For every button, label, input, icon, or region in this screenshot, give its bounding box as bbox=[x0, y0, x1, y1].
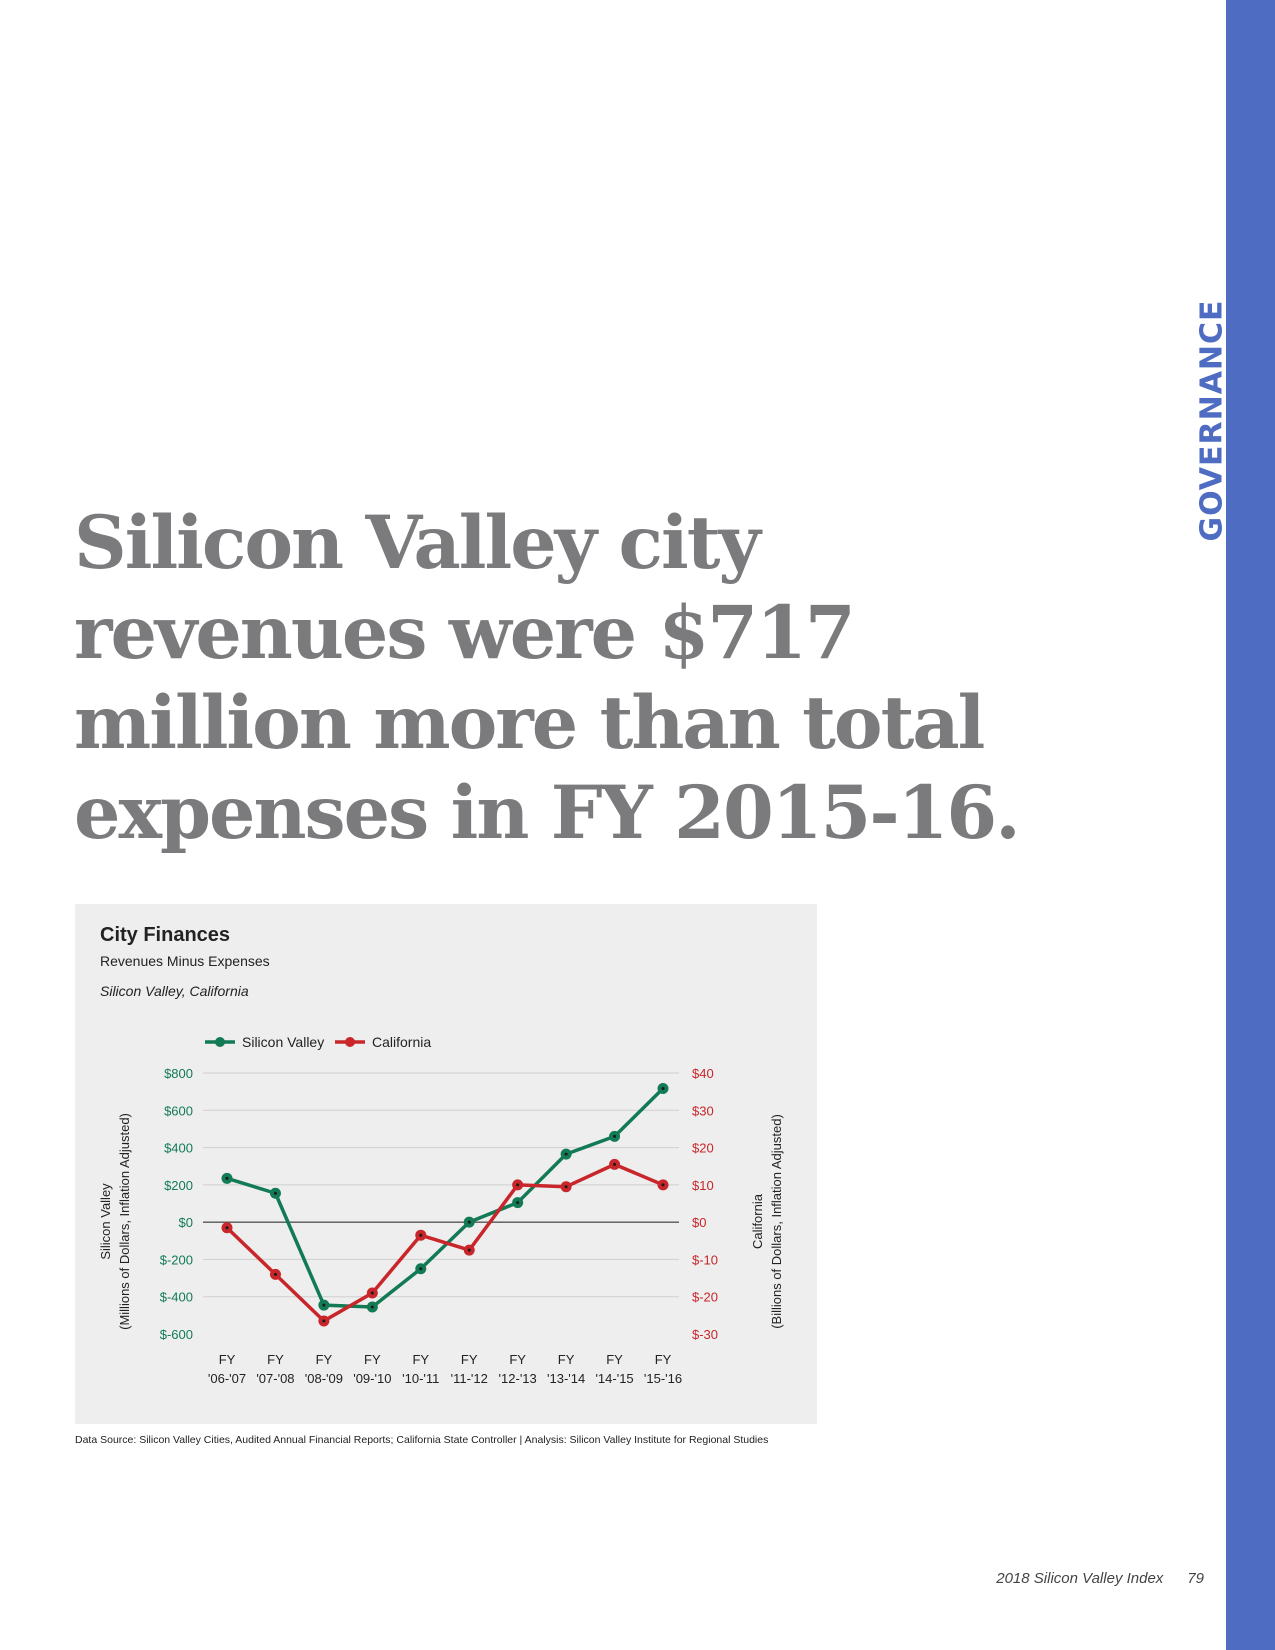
left-tick-label: $800 bbox=[164, 1066, 193, 1081]
left-axis-title: Silicon Valley (Millions of Dollars, Infl… bbox=[98, 1113, 132, 1330]
left-tick-label: $-400 bbox=[160, 1290, 193, 1305]
right-tick-label: $-30 bbox=[692, 1327, 718, 1342]
series-line bbox=[226, 1087, 665, 1309]
data-point-center bbox=[370, 1305, 374, 1309]
x-tick-label: FY bbox=[364, 1352, 381, 1367]
data-point-center bbox=[273, 1272, 277, 1276]
legend-swatch-dot bbox=[215, 1037, 225, 1047]
data-point-center bbox=[273, 1191, 277, 1195]
data-point-center bbox=[564, 1185, 568, 1189]
left-tick-label: $200 bbox=[164, 1178, 193, 1193]
right-tick-label: $30 bbox=[692, 1103, 714, 1118]
data-point-center bbox=[419, 1233, 423, 1237]
legend-label: California bbox=[372, 1034, 431, 1050]
left-tick-label: $-600 bbox=[160, 1327, 193, 1342]
data-point-center bbox=[419, 1267, 423, 1271]
right-axis-title-line: California bbox=[750, 1193, 765, 1249]
right-tick-label: $-20 bbox=[692, 1290, 718, 1305]
data-point-center bbox=[516, 1183, 520, 1187]
data-point-center bbox=[564, 1152, 568, 1156]
x-tick-label: FY bbox=[412, 1352, 429, 1367]
data-point-center bbox=[661, 1183, 665, 1187]
x-tick-label: FY bbox=[655, 1352, 672, 1367]
publication-name: 2018 Silicon Valley Index bbox=[996, 1570, 1164, 1587]
headline-line: revenues were $717 bbox=[74, 590, 856, 676]
headline-line: Silicon Valley city bbox=[74, 500, 761, 586]
x-tick-label: FY bbox=[461, 1352, 478, 1367]
data-point-center bbox=[370, 1291, 374, 1295]
legend-swatch-dot bbox=[345, 1037, 355, 1047]
headline: Silicon Valley city revenues were $717 m… bbox=[74, 498, 1094, 858]
x-tick-label: '08-'09 bbox=[305, 1371, 343, 1386]
left-axis-title-line: (Millions of Dollars, Inflation Adjusted… bbox=[117, 1113, 132, 1330]
right-tick-label: $40 bbox=[692, 1066, 714, 1081]
headline-line: million more than total bbox=[74, 680, 985, 766]
data-point-center bbox=[613, 1134, 617, 1138]
side-color-bar bbox=[1226, 0, 1275, 1650]
right-tick-label: $10 bbox=[692, 1178, 714, 1193]
line-chart: $800 $600 $400 $200 $0 $-200 $-400 $-600 $40 $30 $… bbox=[98, 1034, 784, 1386]
section-label-text: GOVERNANCE bbox=[1194, 298, 1230, 542]
x-tick-label: FY bbox=[606, 1352, 623, 1367]
x-tick-label: FY bbox=[219, 1352, 236, 1367]
section-label: GOVERNANCE bbox=[1167, 298, 1257, 542]
data-point-center bbox=[225, 1226, 229, 1230]
series-line bbox=[225, 1162, 664, 1323]
right-tick-label: $-10 bbox=[692, 1252, 718, 1267]
page-footer: 2018 Silicon Valley Index 79 bbox=[996, 1570, 1204, 1587]
page-number: 79 bbox=[1187, 1570, 1204, 1587]
x-tick-label: '10-'11 bbox=[402, 1371, 439, 1386]
right-axis-title: California (Billions of Dollars, Inflatio… bbox=[750, 1114, 784, 1329]
data-point-center bbox=[661, 1086, 665, 1090]
data-point-center bbox=[467, 1220, 471, 1224]
left-axis-title-line: Silicon Valley bbox=[98, 1183, 113, 1260]
data-point-center bbox=[516, 1201, 520, 1205]
x-tick-label: '15-'16 bbox=[644, 1371, 682, 1386]
left-tick-label: $0 bbox=[179, 1215, 193, 1230]
data-point-center bbox=[322, 1303, 326, 1307]
chart-geography: Silicon Valley, California bbox=[100, 983, 249, 999]
data-source-note: Data Source: Silicon Valley Cities, Audi… bbox=[75, 1434, 769, 1446]
data-point-center bbox=[467, 1248, 471, 1252]
x-tick-label: FY bbox=[267, 1352, 284, 1367]
chart-panel: City Finances Revenues Minus Expenses Si… bbox=[75, 904, 817, 1424]
x-tick-label: FY bbox=[509, 1352, 526, 1367]
data-point-center bbox=[322, 1319, 326, 1323]
right-tick-label: $20 bbox=[692, 1141, 714, 1156]
x-tick-label: '12-'13 bbox=[499, 1371, 537, 1386]
right-axis-title-line: (Billions of Dollars, Inflation Adjusted… bbox=[769, 1114, 784, 1329]
x-tick-label: FY bbox=[316, 1352, 333, 1367]
left-tick-label: $600 bbox=[164, 1103, 193, 1118]
left-tick-label: $-200 bbox=[160, 1252, 193, 1267]
x-tick-label: '09-'10 bbox=[353, 1371, 391, 1386]
chart-subtitle: Revenues Minus Expenses bbox=[100, 953, 270, 969]
headline-line: expenses in FY 2015-16. bbox=[74, 770, 1021, 856]
data-point-center bbox=[613, 1162, 617, 1166]
x-tick-label: '14-'15 bbox=[595, 1371, 633, 1386]
chart-title: City Finances bbox=[100, 924, 231, 946]
x-tick-label: FY bbox=[558, 1352, 575, 1367]
left-tick-label: $400 bbox=[164, 1141, 193, 1156]
right-tick-label: $0 bbox=[692, 1215, 706, 1230]
x-tick-label: '13-'14 bbox=[547, 1371, 585, 1386]
x-tick-label: '11-'12 bbox=[451, 1371, 488, 1386]
x-tick-label: '07-'08 bbox=[256, 1371, 294, 1386]
data-point-center bbox=[225, 1176, 229, 1180]
legend-label: Silicon Valley bbox=[242, 1034, 324, 1050]
x-tick-label: '06-'07 bbox=[208, 1371, 246, 1386]
